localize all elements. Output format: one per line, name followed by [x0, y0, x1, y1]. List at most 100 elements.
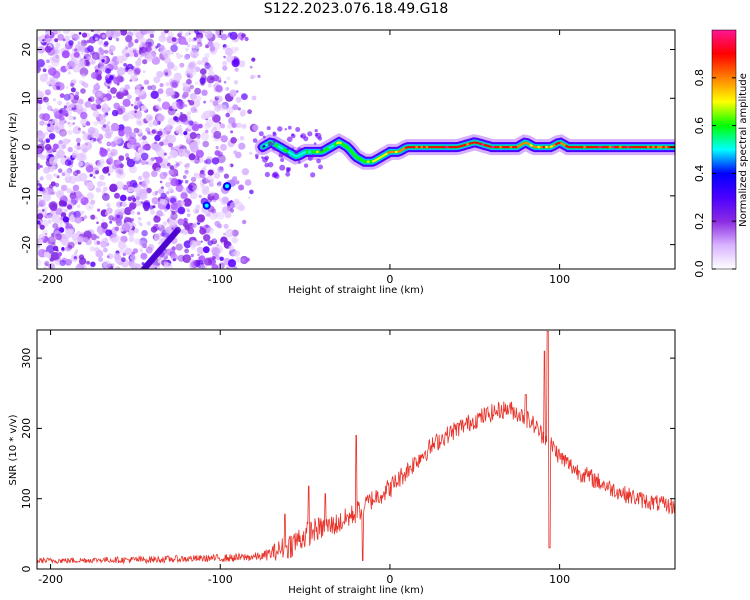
spectrogram-noise-cell	[70, 82, 75, 87]
spectrogram-noise-cell	[173, 72, 182, 81]
spectrogram-noise-cell	[122, 89, 129, 96]
signal-core-segment	[343, 144, 348, 148]
signal-core-segment	[471, 141, 475, 145]
y-tick-label: -20	[20, 236, 33, 254]
spectrogram-noise-cell	[88, 205, 92, 209]
spectrogram-noise-cell	[109, 75, 114, 80]
signal-core-segment	[557, 141, 561, 145]
spectrogram-noise-cell	[206, 64, 213, 72]
spectrogram-noise-cell	[66, 86, 69, 89]
spectrogram-noise-cell	[77, 41, 81, 45]
spectrogram-noise-cell	[95, 170, 99, 175]
spectrogram-noise-cell	[175, 126, 183, 134]
signal-core-segment	[483, 143, 487, 147]
spectrogram-noise-cell	[233, 150, 238, 155]
spectrogram-noise-cell	[37, 180, 40, 184]
spectrogram-noise-cell	[229, 89, 237, 97]
spectrogram-noise-cell	[64, 120, 67, 124]
spectrogram-noise-cell	[37, 185, 40, 189]
spectrogram-noise-cell	[78, 161, 84, 167]
spectrogram-noise-cell	[139, 37, 146, 44]
y-tick-label: 200	[20, 418, 33, 439]
spectrogram-noise-cell	[200, 113, 207, 120]
spectrogram-noise-cell	[81, 210, 85, 215]
spectrogram-noise-cell	[138, 148, 142, 152]
spectrogram-noise-cell	[125, 53, 130, 58]
signal-scatter-cell	[286, 147, 290, 150]
spectrogram-noise-cell	[156, 265, 160, 269]
spectrogram-noise-cell	[234, 67, 239, 72]
spectrogram-noise-cell	[156, 70, 164, 78]
spectrogram-noise-cell	[86, 192, 95, 200]
spectrogram-noise-cell	[124, 248, 132, 256]
spectrogram-noise-cell	[55, 208, 63, 216]
spectrogram-noise-cell	[186, 78, 192, 85]
spectrogram-noise-cell	[153, 143, 162, 152]
spectrogram-noise-cell	[96, 181, 103, 187]
spectrogram-noise-cell	[135, 61, 141, 67]
spectrogram-noise-cell	[97, 159, 100, 163]
spectrogram-noise-cell	[42, 193, 52, 202]
spectrogram-noise-cell	[54, 182, 60, 188]
spectrogram-noise-cell	[94, 216, 98, 220]
spectrogram-noise-cell	[186, 111, 191, 116]
spectrogram-noise-cell	[92, 110, 100, 118]
signal-core-segment	[279, 146, 284, 150]
spectrogram-noise-cell	[113, 214, 123, 224]
spectrogram-noise-cell	[236, 138, 240, 142]
spectrogram-noise-cell	[79, 67, 89, 77]
spectrogram-noise-cell	[74, 34, 81, 40]
signal-core-segment	[397, 150, 401, 153]
spectrogram-noise-cell	[210, 191, 215, 197]
spectrogram-noise-cell	[233, 198, 240, 205]
spectrogram-noise-cell	[212, 256, 216, 260]
spectrogram-noise-cell	[87, 45, 94, 52]
spectrogram-noise-cell	[190, 143, 199, 153]
spectrogram-noise-cell	[37, 220, 41, 225]
spectrogram-noise-cell	[45, 245, 55, 254]
spectrogram-noise-cell	[49, 156, 58, 166]
spectrogram-noise-cell	[103, 97, 108, 102]
x-tick-label: 100	[549, 273, 570, 286]
spectrogram-noise-cell	[200, 252, 204, 255]
signal-core-segment	[478, 142, 482, 146]
spectrogram-noise-cell	[134, 263, 142, 269]
signal-scatter-cell	[285, 171, 291, 177]
spectrogram-noise-cell	[95, 249, 104, 258]
spectrogram-noise-cell	[100, 240, 108, 248]
spectrogram-noise-cell	[37, 244, 41, 248]
spectrogram-noise-cell	[83, 181, 89, 186]
signal-core-segment	[325, 147, 330, 151]
spectrogram-noise-cell	[37, 131, 46, 140]
signal-core-segment	[379, 155, 383, 159]
spectrogram-noise-cell	[98, 257, 104, 262]
spectrogram-noise-cell	[84, 162, 90, 168]
spectrogram-noise-cell	[49, 56, 54, 61]
spectrogram-noise-cell	[44, 72, 49, 77]
signal-scatter-cell	[303, 163, 309, 168]
spectrogram-noise-cell	[42, 41, 47, 46]
signal-scatter-cell	[272, 142, 275, 146]
spectrogram-noise-cell	[167, 186, 174, 193]
spectrogram-noise-cell	[99, 174, 105, 181]
spectrogram-noise-cell	[130, 103, 134, 107]
spectrogram-noise-cell	[200, 264, 206, 269]
spectrogram-noise-cell	[225, 87, 230, 91]
signal-scatter-cell	[314, 129, 318, 133]
spectrogram-noise-cell	[199, 227, 207, 235]
spectrogram-noise-cell	[183, 35, 187, 38]
spectrogram-noise-cell	[46, 80, 51, 86]
spectrogram-noise-cell	[68, 175, 77, 184]
spectrogram-noise-cell	[152, 119, 160, 126]
spectrogram-noise-cell	[203, 234, 211, 242]
spectrogram-noise-cell	[140, 53, 145, 57]
spectrogram-noise-cell	[47, 64, 52, 69]
spectrogram-noise-cell	[221, 241, 225, 245]
spectrogram-noise-cell	[170, 44, 178, 53]
spectrogram-noise-cell	[132, 157, 137, 162]
signal-core-segment	[488, 145, 493, 149]
spectrogram-noise-cell	[207, 240, 213, 246]
spectrogram-noise-cell	[166, 191, 170, 195]
signal-scatter-cell	[314, 133, 319, 137]
spectrogram-noise-cell	[116, 91, 124, 100]
